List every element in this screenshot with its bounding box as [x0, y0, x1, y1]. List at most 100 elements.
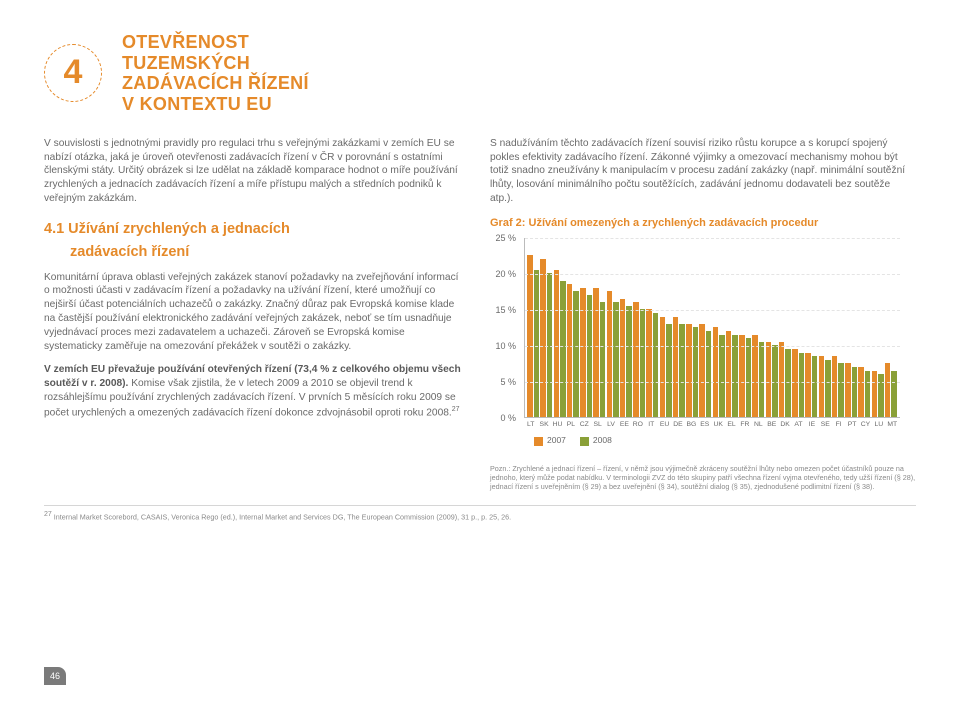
x-tick-label: FR [738, 420, 751, 429]
bar [673, 317, 679, 418]
section-heading-4-1-cont: zadávacích řízení [70, 243, 464, 263]
gridline [525, 346, 900, 347]
bar [845, 363, 851, 417]
section-heading-4-1: 4.1 Užívání zrychlených a jednacích [44, 220, 464, 240]
y-axis-labels: 0 %5 %10 %15 %20 %25 % [490, 238, 520, 418]
bar-group [779, 342, 792, 418]
bar [858, 367, 864, 417]
right-paragraph: S nadužíváním těchto zadávacích řízení s… [490, 137, 916, 206]
x-tick-label: SK [537, 420, 550, 429]
footnote-number: 27 [44, 511, 52, 518]
x-tick-label: EE [618, 420, 631, 429]
x-tick-label: UK [711, 420, 724, 429]
y-tick-label: 20 % [495, 268, 516, 280]
bar [766, 342, 772, 418]
bar-group [819, 356, 832, 417]
bar [779, 342, 785, 418]
chapter-number-badge: 4 [44, 44, 102, 102]
bar [554, 270, 560, 418]
gridline [525, 382, 900, 383]
bar-group [567, 284, 580, 417]
gridline [525, 274, 900, 275]
bar-group [845, 363, 858, 417]
bar [600, 302, 606, 417]
bar [686, 324, 692, 418]
title-line: ZADÁVACÍCH ŘÍZENÍ [122, 73, 309, 93]
bar-group [686, 324, 699, 418]
bar-group [858, 367, 871, 417]
x-tick-label: DK [778, 420, 791, 429]
bar [527, 255, 533, 417]
legend-item-2008: 2008 [580, 435, 612, 446]
bar-group [726, 331, 739, 417]
bar [646, 309, 652, 417]
footnote-text: Internal Market Scorebord, CASAIS, Veron… [52, 513, 511, 522]
title-line: V KONTEXTU EU [122, 94, 272, 114]
intro-paragraph: V souvislosti s jednotnými pravidly pro … [44, 137, 464, 206]
x-tick-label: SE [819, 420, 832, 429]
bar [534, 270, 540, 418]
bar [620, 299, 626, 418]
x-tick-label: SL [591, 420, 604, 429]
bars-container [525, 238, 900, 417]
x-tick-label: AT [792, 420, 805, 429]
bar [759, 342, 765, 418]
gridline [525, 238, 900, 239]
x-tick-label: MT [886, 420, 899, 429]
x-tick-label: EU [658, 420, 671, 429]
bar [587, 295, 593, 417]
bar-group [646, 309, 659, 417]
graph-title: Graf 2: Užívání omezených a zrychlených … [490, 216, 916, 231]
bar [713, 327, 719, 417]
x-tick-label: LV [604, 420, 617, 429]
bar [679, 324, 685, 418]
footnote-marker: 27 [452, 406, 460, 413]
body-paragraph: Komunitární úprava oblasti veřejných zak… [44, 271, 464, 354]
page-container: 4 OTEVŘENOST TUZEMSKÝCH ZADÁVACÍCH ŘÍZEN… [0, 0, 960, 701]
chapter-header: 4 OTEVŘENOST TUZEMSKÝCH ZADÁVACÍCH ŘÍZEN… [44, 32, 916, 115]
x-axis-labels: LTSKHUPLCZSLLVEEROITEUDEBGESUKELFRNLBEDK… [524, 420, 900, 429]
x-tick-label: FI [832, 420, 845, 429]
bar [832, 356, 838, 417]
x-tick-label: RO [631, 420, 644, 429]
bar-group [885, 363, 898, 417]
bar-group [593, 288, 606, 418]
bar [878, 374, 884, 417]
left-column: V souvislosti s jednotnými pravidly pro … [44, 137, 464, 492]
bar-group [527, 255, 540, 417]
bar [825, 360, 831, 418]
bar [885, 363, 891, 417]
x-tick-label: DE [671, 420, 684, 429]
x-tick-label: BG [685, 420, 698, 429]
bar-group [872, 371, 885, 418]
bar [891, 371, 897, 418]
bar [560, 281, 566, 418]
bar [726, 331, 732, 417]
y-tick-label: 0 % [500, 412, 516, 424]
bar-group [832, 356, 845, 417]
bar [593, 288, 599, 418]
bar [693, 327, 699, 417]
legend-item-2007: 2007 [534, 435, 566, 446]
bar [653, 313, 659, 417]
page-number: 46 [44, 667, 66, 685]
bar [660, 317, 666, 418]
bar-group [766, 342, 779, 418]
x-tick-label: IT [645, 420, 658, 429]
bar-group [540, 259, 553, 417]
bar [819, 356, 825, 417]
y-tick-label: 10 % [495, 340, 516, 352]
x-tick-label: LT [524, 420, 537, 429]
swatch-2007 [534, 437, 543, 446]
bar [626, 306, 632, 418]
x-tick-label: CZ [578, 420, 591, 429]
bar-group [580, 288, 593, 418]
bar [838, 363, 844, 417]
bar-group [699, 324, 712, 418]
title-line: TUZEMSKÝCH [122, 53, 250, 73]
bar [772, 345, 778, 417]
bar [805, 353, 811, 418]
chapter-title: OTEVŘENOST TUZEMSKÝCH ZADÁVACÍCH ŘÍZENÍ … [122, 32, 309, 115]
bar [812, 356, 818, 417]
plot-area [524, 238, 900, 418]
